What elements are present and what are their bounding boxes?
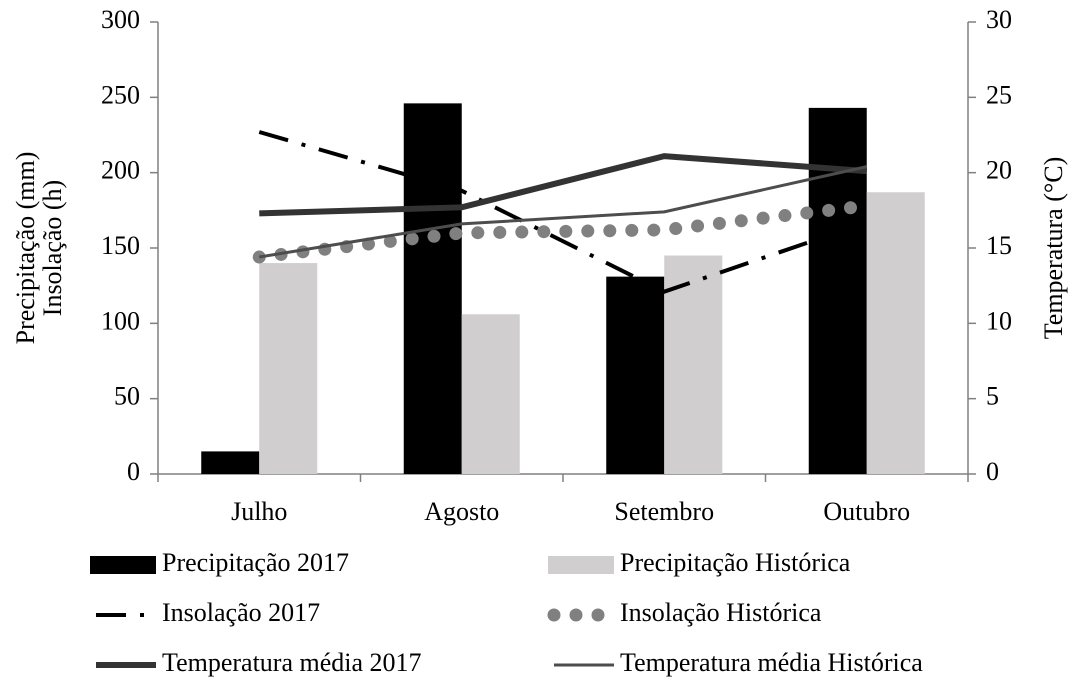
y2-tick-label: 25 bbox=[986, 80, 1012, 109]
bar bbox=[866, 192, 925, 474]
y-tick-label: 50 bbox=[114, 382, 140, 411]
y2-tick-label: 0 bbox=[986, 457, 999, 486]
legend-label: Precipitação Histórica bbox=[620, 548, 851, 577]
y2-tick-label: 5 bbox=[986, 382, 999, 411]
bar bbox=[606, 276, 665, 474]
y2-tick-label: 20 bbox=[986, 156, 1012, 185]
y-tick-label: 300 bbox=[101, 5, 140, 34]
line bbox=[259, 165, 868, 259]
legend-label: Temperatura média Histórica bbox=[620, 648, 923, 677]
bar bbox=[259, 263, 318, 474]
y-tick-label: 250 bbox=[101, 80, 140, 109]
bar bbox=[403, 103, 462, 475]
y-axis-label: Precipitação (mm) bbox=[11, 152, 40, 345]
line bbox=[252, 199, 874, 264]
x-tick-label: Agosto bbox=[424, 497, 499, 526]
legend-swatch bbox=[90, 556, 156, 574]
legend-label: Insolação Histórica bbox=[620, 598, 822, 627]
bar bbox=[664, 255, 723, 474]
bar bbox=[201, 451, 260, 474]
legend-label: Temperatura média 2017 bbox=[162, 648, 422, 677]
x-tick-label: Julho bbox=[231, 497, 287, 526]
y2-axis-label: Temperatura (°C) bbox=[1039, 157, 1068, 340]
y-tick-label: 150 bbox=[101, 231, 140, 260]
y-tick-label: 100 bbox=[101, 306, 140, 335]
x-tick-label: Setembro bbox=[614, 497, 714, 526]
y-tick-label: 0 bbox=[127, 457, 140, 486]
bar bbox=[461, 314, 520, 474]
legend-label: Insolação 2017 bbox=[162, 598, 320, 627]
bar bbox=[808, 107, 867, 474]
y2-tick-label: 30 bbox=[986, 5, 1012, 34]
x-tick-label: Outubro bbox=[823, 497, 910, 526]
y2-tick-label: 10 bbox=[986, 306, 1012, 335]
legend-label: Precipitação 2017 bbox=[162, 548, 349, 577]
y-axis-label: Insolação (h) bbox=[38, 180, 67, 316]
y-tick-label: 200 bbox=[101, 156, 140, 185]
y2-tick-label: 15 bbox=[986, 231, 1012, 260]
line bbox=[258, 130, 868, 294]
line bbox=[259, 153, 867, 217]
legend-swatch bbox=[548, 556, 614, 574]
